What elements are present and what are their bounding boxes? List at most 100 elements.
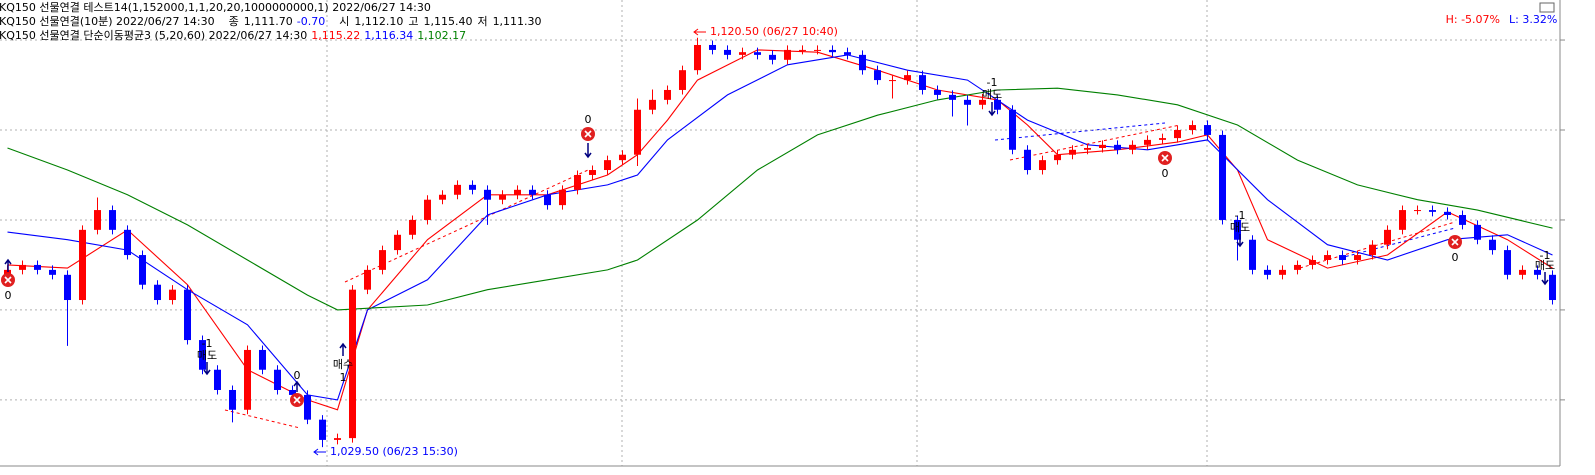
candle-body (1414, 210, 1421, 212)
candle-body (1339, 255, 1346, 260)
candle-body (1429, 210, 1436, 212)
candle-body (904, 75, 911, 81)
candle-body (94, 210, 101, 230)
signal-text: 매수 (333, 358, 353, 371)
header-text: 1,115.40 (423, 15, 472, 28)
signal-arrow (203, 362, 211, 376)
header-text: 종 (229, 15, 239, 28)
candle-body (1279, 269, 1286, 275)
signal-text: 매도 (982, 88, 1002, 101)
header: KQ150 선물연결 테스트14(1,152000,1,1,20,20,1000… (0, 1, 1557, 42)
candle-body (229, 389, 236, 410)
header-text: KQ150 선물연결(10분) 2022/06/27 14:30 (0, 15, 215, 28)
low-ratio: L: 3.32% (1509, 13, 1557, 26)
high-annotation: 1,120.50 (06/27 10:40) (710, 25, 838, 38)
candle-body (214, 369, 221, 390)
candle-body (694, 44, 701, 71)
candle-body (424, 199, 431, 220)
candle-body (454, 184, 461, 195)
candle-body (34, 264, 41, 270)
candle-body (1324, 255, 1331, 260)
candle-body (784, 49, 791, 60)
candle-body (739, 52, 746, 55)
candle-body (1369, 244, 1376, 256)
header-change: -0.70 (297, 15, 325, 28)
candle-body (1519, 269, 1526, 275)
ma-value: 1,116.34 (364, 29, 413, 42)
signal-arrow (1236, 234, 1244, 248)
candle-body (1144, 139, 1151, 145)
candle-body (1099, 144, 1106, 148)
candle-body (1234, 219, 1241, 240)
candle-body (304, 394, 311, 420)
candle-body (754, 52, 761, 55)
header-text: 시 (339, 15, 349, 28)
candle-body (1474, 224, 1481, 240)
signal-text: 매도 (1535, 259, 1555, 272)
candle-body (649, 99, 656, 110)
candle-body (1264, 269, 1271, 275)
candle-body (1534, 269, 1541, 275)
candle-body (799, 49, 806, 51)
candle-body (1009, 109, 1016, 150)
signal-value: 0 (1162, 167, 1169, 180)
candle-body (169, 289, 176, 301)
candle-body (1444, 211, 1451, 216)
candle-body (724, 49, 731, 55)
window-icon[interactable] (1539, 2, 1555, 13)
candle-body (679, 70, 686, 90)
candle-body (484, 189, 491, 200)
candle-body (124, 229, 131, 256)
candle-body (19, 264, 26, 270)
header-text: 1,112.10 (354, 15, 403, 28)
header-text: 1,111.70 (244, 15, 293, 28)
exit-cross (584, 130, 592, 138)
candle-body (1549, 274, 1556, 301)
candle-body (289, 389, 296, 395)
candle-body (949, 94, 956, 100)
candle-body (349, 289, 356, 439)
header-text: KQ150 선물연결 단순이동평균3 (5,20,60) 2022/06/27 … (0, 29, 307, 42)
candle-body (874, 70, 881, 81)
candle-body (499, 194, 506, 200)
candle-body (529, 189, 536, 195)
signal-value: 0 (5, 289, 12, 302)
candle-body (259, 349, 266, 370)
candle-body (1054, 154, 1061, 161)
candle-body (634, 109, 641, 155)
ma-value: 1,102.17 (417, 29, 466, 42)
header-text: 고 (408, 15, 418, 28)
signal-value: 1 (340, 371, 347, 384)
candle-body (154, 284, 161, 301)
signal-value: 0 (585, 113, 592, 126)
header-line: KQ150 선물연결(10분) 2022/06/27 14:30 종 1,111.7… (0, 15, 542, 28)
candle-body (379, 250, 386, 270)
header-line: KQ150 선물연결 단순이동평균3 (5,20,60) 2022/06/27 … (0, 29, 466, 42)
trend-line (994, 122, 1166, 141)
candle-body (1309, 259, 1316, 265)
annotation-arrow (313, 448, 326, 456)
candle-body (574, 174, 581, 190)
candle-body (1354, 255, 1361, 260)
candle-body (604, 160, 611, 171)
signal-value: -1 (202, 337, 213, 350)
candle-body (1459, 215, 1466, 225)
signal-arrow (4, 258, 12, 272)
candle-body (1159, 138, 1166, 140)
candle-body (439, 194, 446, 200)
candle-body (919, 75, 926, 90)
candle-body (1069, 149, 1076, 155)
candle-body (619, 154, 626, 161)
candle-body (559, 189, 566, 206)
candle-body (1189, 125, 1196, 130)
low-annotation: 1,029.50 (06/23 15:30) (330, 445, 458, 458)
candle-body (859, 54, 866, 71)
signal-value: -1 (1235, 209, 1246, 222)
candle-body (1399, 210, 1406, 230)
candle-body (364, 269, 371, 290)
signal-text: 매도 (197, 349, 217, 362)
candle-body (1219, 134, 1226, 220)
candle-body (334, 438, 341, 440)
candle-body (64, 274, 71, 301)
